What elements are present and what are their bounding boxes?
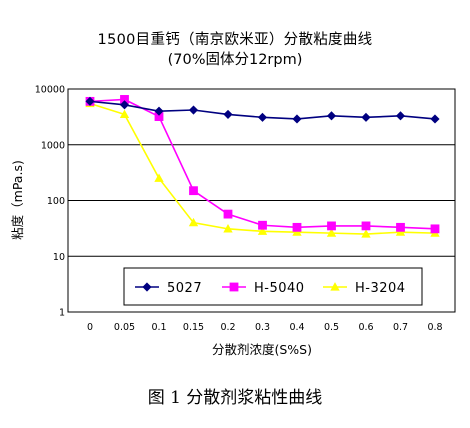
data-point <box>395 111 406 121</box>
data-point <box>326 111 337 121</box>
y-axis-label: 粘度（mPa.s) <box>10 160 25 240</box>
series-lines <box>85 95 440 238</box>
x-tick-label: 0.6 <box>358 322 373 333</box>
data-point <box>292 227 302 236</box>
legend-label: H-3204 <box>355 281 406 296</box>
x-tick-label: 0.15 <box>183 322 204 333</box>
x-tick-label: 0 <box>87 322 93 333</box>
data-point <box>430 224 440 234</box>
data-point <box>223 109 233 119</box>
x-axis-label: 分散剂浓度(S%S) <box>212 342 312 357</box>
series-line <box>89 102 436 235</box>
legend: 5027 H-5040 H-3204 <box>123 267 423 306</box>
data-point <box>85 96 95 106</box>
x-tick-label: 0.5 <box>324 322 339 333</box>
legend-label: H-5040 <box>254 281 305 296</box>
data-point <box>361 229 371 238</box>
x-tick-label: 0.4 <box>289 322 304 333</box>
data-point <box>223 209 233 219</box>
data-point <box>119 100 130 110</box>
x-tick-label: 0.7 <box>393 322 408 333</box>
grid-lines <box>68 144 455 257</box>
data-point <box>395 227 406 236</box>
data-point <box>154 173 164 182</box>
figure-caption: 图 1 分散剂浆粘性曲线 <box>147 388 323 408</box>
y-tick-label: 100 <box>47 196 65 207</box>
data-point <box>188 105 199 115</box>
data-point <box>142 282 152 292</box>
viscosity-chart: 1 10 100 1000 10000 0 0.05 0.1 0.15 0.2 0.3 0.4 0.5… <box>10 85 456 357</box>
data-point <box>229 282 239 292</box>
data-point <box>292 222 302 232</box>
x-tick-labels: 0 0.05 0.1 0.15 0.2 0.3 0.4 0.5 0.6 0.7 0.8 <box>87 322 443 333</box>
data-point <box>327 221 336 231</box>
legend-label: 5027 <box>167 281 202 296</box>
data-point <box>188 217 199 227</box>
chart-subtitle: (70%固体分12rpm) <box>167 52 303 68</box>
y-tick-label: 1000 <box>41 140 65 151</box>
x-tick-label: 0.05 <box>114 322 135 333</box>
data-point <box>361 221 371 231</box>
y-tick-labels: 1 10 100 1000 10000 <box>35 85 65 319</box>
x-tick-label: 0.2 <box>220 322 235 333</box>
data-point <box>361 112 371 122</box>
data-point <box>258 220 267 230</box>
data-point <box>154 106 164 116</box>
y-tick-label: 10000 <box>35 85 65 96</box>
x-tick-label: 0.8 <box>427 322 442 333</box>
chart-title: 1500目重钙（南京欧米亚）分散粘度曲线 <box>97 32 373 48</box>
x-tick-label: 0.1 <box>151 322 166 333</box>
data-point <box>257 112 268 122</box>
data-point <box>257 226 268 235</box>
y-tick-label: 1 <box>59 308 65 319</box>
data-point <box>223 224 233 233</box>
data-point <box>119 109 130 119</box>
data-point <box>430 114 440 124</box>
series-5027 <box>85 96 440 124</box>
y-tick-label: 10 <box>53 252 65 263</box>
x-tick-label: 0.3 <box>255 322 270 333</box>
legend-box <box>123 267 423 306</box>
series-h-5040 <box>85 95 440 234</box>
data-point <box>292 114 302 124</box>
data-point <box>189 186 198 196</box>
data-point <box>330 282 340 291</box>
plot-frame <box>67 88 456 313</box>
data-point <box>326 228 337 237</box>
data-point <box>396 222 405 232</box>
